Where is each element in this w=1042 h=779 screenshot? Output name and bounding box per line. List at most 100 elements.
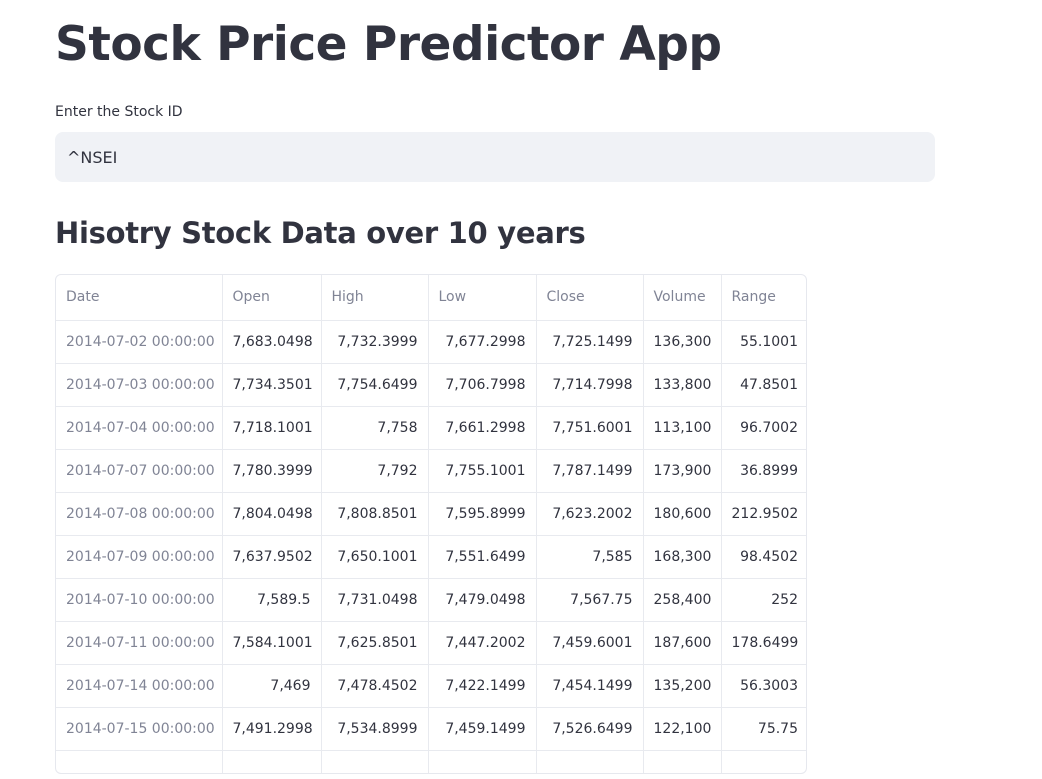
column-header-close[interactable]: Close <box>536 275 644 321</box>
table-cell[interactable]: 7,526.6499 <box>536 707 644 751</box>
table-cell[interactable]: 7,567.75 <box>536 578 644 622</box>
table-cell-date[interactable]: 2014-07-02 00:00:00 <box>56 320 223 364</box>
table-cell[interactable]: 173,900 <box>643 449 722 493</box>
table-cell[interactable]: 7,585 <box>536 535 644 579</box>
table-cell[interactable]: 7,683.0498 <box>222 320 322 364</box>
table-cell-date[interactable]: 2014-07-14 00:00:00 <box>56 664 223 708</box>
stock-data-table[interactable]: Date Open High Low Close Volume Range 20… <box>55 274 807 774</box>
table-cell[interactable]: 187,600 <box>643 621 722 665</box>
table-cell[interactable]: 96.7002 <box>721 406 806 450</box>
table-row: 2014-07-10 00:00:00 7,589.5 7,731.0498 7… <box>56 578 806 622</box>
table-cell[interactable]: 133,800 <box>643 363 722 407</box>
table-row <box>56 750 806 773</box>
table-cell[interactable]: 7,650.1001 <box>321 535 429 579</box>
table-cell[interactable]: 135,200 <box>643 664 722 708</box>
table-cell[interactable]: 7,732.3999 <box>321 320 429 364</box>
table-cell-date[interactable]: 2014-07-11 00:00:00 <box>56 621 223 665</box>
table-cell-date[interactable]: 2014-07-04 00:00:00 <box>56 406 223 450</box>
table-cell[interactable]: 180,600 <box>643 492 722 536</box>
table-row: 2014-07-04 00:00:00 7,718.1001 7,758 7,6… <box>56 406 806 450</box>
table-cell[interactable]: 7,758 <box>321 406 429 450</box>
table-cell[interactable]: 7,734.3501 <box>222 363 322 407</box>
table-cell[interactable]: 7,751.6001 <box>536 406 644 450</box>
table-cell[interactable]: 136,300 <box>643 320 722 364</box>
table-cell[interactable]: 7,551.6499 <box>428 535 537 579</box>
table-cell-date[interactable]: 2014-07-03 00:00:00 <box>56 363 223 407</box>
table-cell[interactable]: 55.1001 <box>721 320 806 364</box>
table-cell[interactable]: 7,804.0498 <box>222 492 322 536</box>
table-cell[interactable]: 7,478.4502 <box>321 664 429 708</box>
table-cell[interactable]: 168,300 <box>643 535 722 579</box>
table-cell[interactable] <box>321 750 429 773</box>
table-cell[interactable]: 178.6499 <box>721 621 806 665</box>
table-cell[interactable]: 7,454.1499 <box>536 664 644 708</box>
table-cell[interactable]: 7,755.1001 <box>428 449 537 493</box>
table-cell[interactable]: 7,731.0498 <box>321 578 429 622</box>
column-header-open[interactable]: Open <box>222 275 322 321</box>
table-cell[interactable]: 98.4502 <box>721 535 806 579</box>
table-cell-date[interactable]: 2014-07-09 00:00:00 <box>56 535 223 579</box>
table-cell[interactable]: 47.8501 <box>721 363 806 407</box>
table-cell[interactable]: 7,422.1499 <box>428 664 537 708</box>
table-cell[interactable]: 7,625.8501 <box>321 621 429 665</box>
table-cell-date[interactable] <box>56 750 223 773</box>
table-cell[interactable] <box>222 750 322 773</box>
table-cell[interactable]: 7,780.3999 <box>222 449 322 493</box>
table-row: 2014-07-11 00:00:00 7,584.1001 7,625.850… <box>56 621 806 665</box>
table-cell[interactable]: 7,623.2002 <box>536 492 644 536</box>
table-row: 2014-07-15 00:00:00 7,491.2998 7,534.899… <box>56 707 806 751</box>
table-cell[interactable] <box>536 750 644 773</box>
table-cell[interactable]: 56.3003 <box>721 664 806 708</box>
app-title: Stock Price Predictor App <box>55 17 722 72</box>
table-cell[interactable]: 7,714.7998 <box>536 363 644 407</box>
stock-id-label: Enter the Stock ID <box>55 104 183 120</box>
table-cell[interactable]: 7,808.8501 <box>321 492 429 536</box>
table-cell[interactable]: 7,706.7998 <box>428 363 537 407</box>
table-cell[interactable]: 75.75 <box>721 707 806 751</box>
table-header-row: Date Open High Low Close Volume Range <box>56 275 806 321</box>
table-row: 2014-07-14 00:00:00 7,469 7,478.4502 7,4… <box>56 664 806 708</box>
table-cell[interactable]: 7,661.2998 <box>428 406 537 450</box>
table-cell[interactable]: 7,479.0498 <box>428 578 537 622</box>
table-cell[interactable]: 7,589.5 <box>222 578 322 622</box>
table-cell[interactable]: 113,100 <box>643 406 722 450</box>
table-cell[interactable]: 7,584.1001 <box>222 621 322 665</box>
table-cell[interactable]: 252 <box>721 578 806 622</box>
table-cell[interactable]: 7,459.1499 <box>428 707 537 751</box>
column-header-range[interactable]: Range <box>721 275 806 321</box>
table-row: 2014-07-07 00:00:00 7,780.3999 7,792 7,7… <box>56 449 806 493</box>
table-cell[interactable]: 7,534.8999 <box>321 707 429 751</box>
table-cell[interactable]: 7,447.2002 <box>428 621 537 665</box>
table-cell[interactable]: 7,725.1499 <box>536 320 644 364</box>
column-header-date[interactable]: Date <box>56 275 223 321</box>
table-cell[interactable] <box>643 750 722 773</box>
table-cell[interactable]: 36.8999 <box>721 449 806 493</box>
table-cell-date[interactable]: 2014-07-10 00:00:00 <box>56 578 223 622</box>
column-header-high[interactable]: High <box>321 275 429 321</box>
table-cell[interactable]: 122,100 <box>643 707 722 751</box>
table-cell[interactable]: 258,400 <box>643 578 722 622</box>
table-cell[interactable]: 7,754.6499 <box>321 363 429 407</box>
table-row: 2014-07-09 00:00:00 7,637.9502 7,650.100… <box>56 535 806 579</box>
table-cell-date[interactable]: 2014-07-08 00:00:00 <box>56 492 223 536</box>
table-cell[interactable]: 7,677.2998 <box>428 320 537 364</box>
table-cell[interactable]: 7,491.2998 <box>222 707 322 751</box>
column-header-low[interactable]: Low <box>428 275 537 321</box>
table-cell[interactable]: 7,595.8999 <box>428 492 537 536</box>
table-cell[interactable]: 7,469 <box>222 664 322 708</box>
data-grid: Date Open High Low Close Volume Range 20… <box>56 275 806 773</box>
column-header-volume[interactable]: Volume <box>643 275 722 321</box>
table-cell[interactable]: 7,787.1499 <box>536 449 644 493</box>
table-cell[interactable]: 7,459.6001 <box>536 621 644 665</box>
table-row: 2014-07-02 00:00:00 7,683.0498 7,732.399… <box>56 320 806 364</box>
table-cell[interactable]: 7,637.9502 <box>222 535 322 579</box>
table-cell[interactable] <box>721 750 806 773</box>
table-cell[interactable]: 212.9502 <box>721 492 806 536</box>
table-cell-date[interactable]: 2014-07-15 00:00:00 <box>56 707 223 751</box>
table-cell[interactable] <box>428 750 537 773</box>
stock-id-input[interactable] <box>55 132 935 182</box>
table-cell[interactable]: 7,792 <box>321 449 429 493</box>
table-cell-date[interactable]: 2014-07-07 00:00:00 <box>56 449 223 493</box>
table-cell[interactable]: 7,718.1001 <box>222 406 322 450</box>
